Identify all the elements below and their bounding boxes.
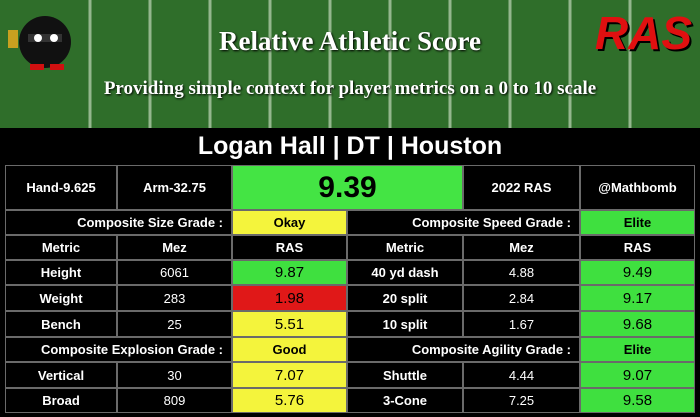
- metric-name: Bench: [5, 311, 117, 337]
- author-handle: @Mathbomb: [580, 165, 695, 210]
- yard-lines: [88, 0, 632, 128]
- measurement: 25: [117, 311, 232, 337]
- ras-score: 9.39: [232, 165, 463, 210]
- ras-value: 1.98: [232, 285, 347, 311]
- arm-length: Arm-32.75: [117, 165, 232, 210]
- column-header: Metric: [347, 235, 463, 260]
- metric-name: Shuttle: [347, 362, 463, 388]
- measurement: 30: [117, 362, 232, 388]
- ras-year: 2022 RAS: [463, 165, 580, 210]
- ras-value: 9.07: [580, 362, 695, 388]
- logo: RAS: [594, 7, 692, 59]
- ras-value: 9.49: [580, 260, 695, 285]
- ras-value: 9.87: [232, 260, 347, 285]
- metric-name: 3-Cone: [347, 388, 463, 413]
- metric-name: 10 split: [347, 311, 463, 337]
- ras-value: 9.17: [580, 285, 695, 311]
- metric-name: 40 yd dash: [347, 260, 463, 285]
- measurement: 809: [117, 388, 232, 413]
- grade-label: Composite Agility Grade :: [347, 337, 580, 362]
- grade-label: Composite Size Grade :: [5, 210, 232, 235]
- measurement: 4.88: [463, 260, 580, 285]
- grade-value: Okay: [232, 210, 347, 235]
- measurement: 283: [117, 285, 232, 311]
- banner-title: Relative Athletic Score: [219, 26, 481, 56]
- field: [0, 0, 700, 128]
- grade-value: Elite: [580, 337, 695, 362]
- metric-name: Height: [5, 260, 117, 285]
- hand-size: Hand-9.625: [5, 165, 117, 210]
- grade-value: Good: [232, 337, 347, 362]
- ras-value: 9.58: [580, 388, 695, 413]
- ras-value: 7.07: [232, 362, 347, 388]
- grade-label: Composite Explosion Grade :: [5, 337, 232, 362]
- measurement: 1.67: [463, 311, 580, 337]
- field-banner: [0, 0, 700, 128]
- column-header: RAS: [580, 235, 695, 260]
- ras-value: 9.68: [580, 311, 695, 337]
- metric-name: Vertical: [5, 362, 117, 388]
- measurement: 6061: [117, 260, 232, 285]
- metric-name: Broad: [5, 388, 117, 413]
- column-header: RAS: [232, 235, 347, 260]
- measurement: 4.44: [463, 362, 580, 388]
- grade-value: Elite: [580, 210, 695, 235]
- ras-value: 5.76: [232, 388, 347, 413]
- metric-name: 20 split: [347, 285, 463, 311]
- ras-value: 5.51: [232, 311, 347, 337]
- grade-label: Composite Speed Grade :: [347, 210, 580, 235]
- mascot: [8, 16, 71, 70]
- player-title: Logan Hall | DT | Houston: [197, 132, 503, 160]
- column-header: Mez: [117, 235, 232, 260]
- measurement: 2.84: [463, 285, 580, 311]
- column-header: Mez: [463, 235, 580, 260]
- metric-name: Weight: [5, 285, 117, 311]
- measurement: 7.25: [463, 388, 580, 413]
- column-header: Metric: [5, 235, 117, 260]
- banner-subtitle: Providing simple context for player metr…: [103, 78, 597, 99]
